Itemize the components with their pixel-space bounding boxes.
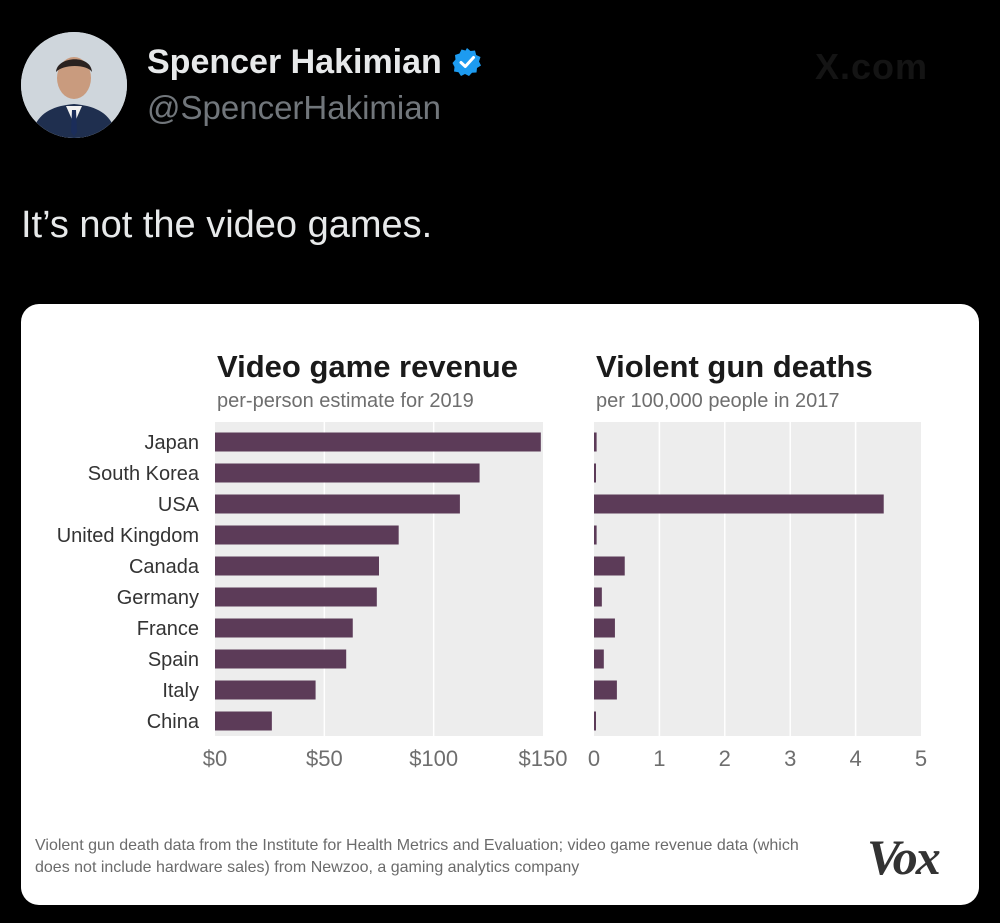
bar xyxy=(594,432,597,452)
tick-label: $150 xyxy=(519,746,568,771)
user-handle[interactable]: @SpencerHakimian xyxy=(147,89,441,126)
bar xyxy=(215,618,353,638)
category-label: United Kingdom xyxy=(57,525,199,547)
plot-background xyxy=(594,422,921,736)
bar xyxy=(594,649,604,669)
category-label: USA xyxy=(158,494,200,516)
bar xyxy=(594,587,602,607)
source-note: Violent gun death data from the Institut… xyxy=(35,837,799,876)
bar xyxy=(215,680,316,700)
category-label: South Korea xyxy=(88,463,200,485)
tick-label: $100 xyxy=(409,746,458,771)
chart-subtitle: per 100,000 people in 2017 xyxy=(596,390,840,412)
display-name-text[interactable]: Spencer Hakimian xyxy=(147,43,442,81)
bar xyxy=(594,525,597,545)
display-name[interactable]: Spencer Hakimian xyxy=(147,40,482,84)
tick-label: 4 xyxy=(849,746,861,771)
category-label: Japan xyxy=(145,432,200,454)
chart-card[interactable]: Video game revenue per-person estimate fo… xyxy=(21,304,979,905)
tick-label: 5 xyxy=(915,746,927,771)
bar xyxy=(594,463,596,483)
tick-label: 1 xyxy=(653,746,665,771)
bar xyxy=(594,680,617,700)
category-label: Italy xyxy=(162,680,199,702)
bar xyxy=(215,525,399,545)
bar xyxy=(215,711,272,731)
bar xyxy=(594,494,884,514)
chart-figure: Video game revenue per-person estimate fo… xyxy=(57,349,927,771)
chart-title: Video game revenue xyxy=(217,349,518,384)
tick-label: 3 xyxy=(784,746,796,771)
category-label: Spain xyxy=(148,649,199,671)
category-label: Canada xyxy=(129,556,200,578)
vox-logo: Vox xyxy=(867,829,941,885)
bar xyxy=(215,432,541,452)
bar xyxy=(215,649,347,669)
category-label: Germany xyxy=(117,587,199,609)
tick-label: $0 xyxy=(203,746,227,771)
chart-title: Violent gun deaths xyxy=(596,349,873,384)
bar xyxy=(215,556,379,576)
verified-badge-icon xyxy=(452,48,481,76)
bar xyxy=(215,494,460,514)
tick-label: 0 xyxy=(588,746,600,771)
tweet-text: It’s not the video games. xyxy=(21,204,433,246)
watermark: X.com xyxy=(815,46,929,87)
tick-label: 2 xyxy=(719,746,731,771)
chart-subtitle: per-person estimate for 2019 xyxy=(217,390,474,412)
bar xyxy=(215,463,480,483)
category-label: France xyxy=(137,618,199,640)
tick-label: $50 xyxy=(306,746,343,771)
profile-photo xyxy=(21,32,127,138)
bar xyxy=(594,618,615,638)
bar xyxy=(594,711,596,731)
category-label: China xyxy=(147,711,200,733)
bar xyxy=(594,556,625,576)
avatar[interactable] xyxy=(21,32,127,138)
bar xyxy=(215,587,377,607)
